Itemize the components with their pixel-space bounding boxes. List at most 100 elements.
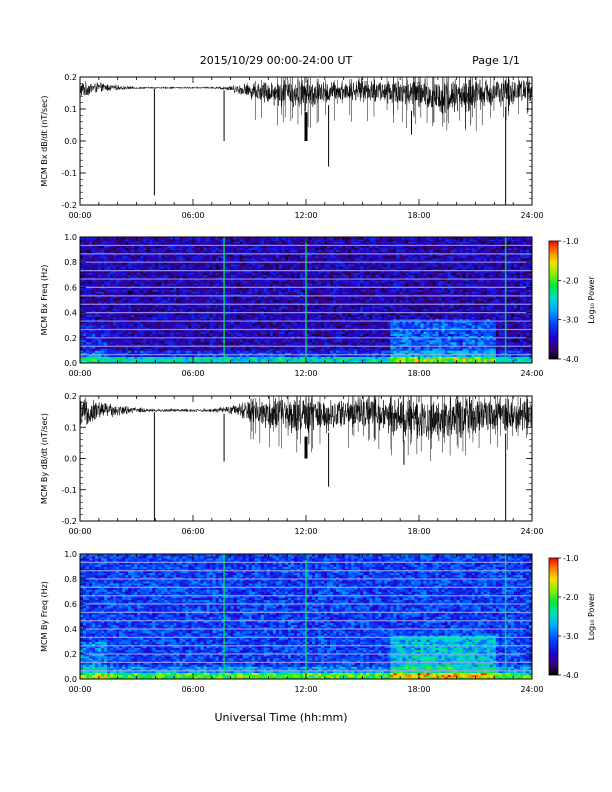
spectrogram-cell (176, 314, 180, 318)
spectrogram-cell (278, 348, 283, 351)
spectrogram-cell (251, 281, 256, 284)
spectrogram-cell (281, 260, 286, 263)
spectrogram-cell (293, 350, 298, 353)
spectrogram-cell (227, 348, 231, 351)
spectrogram-cell (312, 291, 316, 294)
spectrogram-cell (101, 285, 105, 288)
spectrogram-cell (167, 316, 171, 320)
spectrogram-cell (191, 325, 195, 328)
spectrogram-cell (164, 293, 168, 297)
spectrogram-cell (110, 348, 114, 351)
spectrogram-cell (107, 331, 111, 334)
spectrogram-cell (278, 314, 283, 318)
spectrogram-cell (185, 258, 189, 261)
spectrogram-cell (227, 360, 231, 364)
spectrogram-cell (206, 258, 210, 261)
spectrogram-cell (251, 293, 256, 297)
spectrogram-cell (269, 266, 274, 269)
spectrogram-cell (254, 247, 259, 250)
spectrogram-cell (116, 312, 120, 315)
spectrogram-cell (299, 312, 304, 315)
spectrogram-cell (248, 344, 253, 347)
spectrogram-cell (230, 260, 234, 263)
spectrogram-cell (248, 306, 253, 309)
spectrogram-cell (146, 272, 150, 276)
spectrogram-cell (266, 344, 271, 347)
spectrogram-cell (110, 321, 114, 324)
spectrogram-cell (140, 237, 144, 240)
spectrogram-cell (152, 253, 156, 257)
spectrogram-cell (221, 300, 225, 303)
spectrogram-cell (230, 327, 234, 330)
spectrogram-cell (275, 335, 280, 339)
spectrogram-cell (119, 348, 123, 351)
spectrogram-cell (131, 316, 135, 320)
spectrogram-cell (119, 329, 123, 332)
spectrogram-cell (254, 281, 259, 284)
spectrogram-cell (245, 300, 250, 303)
spectrogram-cell (260, 247, 265, 250)
spectrogram-cell (290, 335, 295, 339)
spectrogram-cell (239, 335, 244, 339)
spectrogram-cell (309, 295, 313, 299)
spectrogram-cell (104, 270, 108, 273)
spectrogram-cell (119, 279, 123, 282)
spectrogram-cell (312, 333, 316, 336)
spectrogram-cell (176, 239, 180, 242)
spectrogram-cell (197, 272, 201, 276)
spectrogram-cell (275, 316, 280, 320)
spectrogram-cell (306, 279, 310, 282)
spectrogram-cell (302, 302, 307, 305)
spectrogram-cell (227, 239, 231, 242)
spectrogram-cell (209, 295, 213, 299)
spectrogram-cell (251, 264, 256, 267)
spectrogram-cell (281, 289, 286, 292)
spectrogram-cell (140, 295, 144, 299)
spectrogram-cell (185, 251, 189, 255)
spectrogram-cell (182, 331, 186, 334)
spectrogram-cell (281, 358, 286, 362)
spectrogram-cell (200, 354, 204, 357)
spectrogram-cell (212, 245, 216, 248)
spectrogram-cell (309, 297, 313, 301)
spectrogram-cell (170, 237, 174, 240)
spectrogram-cell (309, 308, 313, 311)
spectrogram-cell (200, 245, 204, 248)
spectrogram-cell (119, 300, 123, 303)
spectrogram-cell (176, 291, 180, 294)
spectrogram-cell (203, 281, 207, 284)
spectrogram-cell (173, 310, 177, 313)
spectrogram-cell (318, 316, 322, 320)
spectrogram-cell (245, 346, 250, 349)
spectrogram-cell (287, 264, 292, 267)
spectrogram-cell (312, 270, 316, 273)
spectrogram-cell (233, 312, 237, 315)
spectrogram-cell (134, 342, 138, 345)
spectrogram-cell (140, 264, 144, 267)
spectrogram-cell (176, 253, 180, 257)
spectrogram-cell (170, 283, 174, 286)
spectrogram-cell (293, 243, 298, 246)
spectrogram-cell (188, 318, 192, 322)
spectrogram-cell (116, 316, 120, 320)
spectrogram-cell (107, 279, 111, 282)
spectrogram-cell (113, 300, 117, 303)
spectrogram-cell (140, 348, 144, 351)
spectrogram-cell (107, 274, 111, 278)
spectrogram-cell (146, 342, 150, 345)
spectrogram-cell (245, 318, 250, 322)
spectrogram-cell (200, 306, 204, 309)
spectrogram-cell (302, 331, 307, 334)
spectrogram-cell (203, 321, 207, 324)
spectrogram-cell (260, 348, 265, 351)
spectrogram-cell (191, 268, 195, 271)
spectrogram-cell (182, 327, 186, 330)
spectrogram-cell (233, 316, 237, 320)
spectrogram-cell (306, 323, 310, 326)
spectrogram-cell (134, 333, 138, 336)
spectrogram-cell (315, 270, 319, 273)
spectrogram-cell (131, 354, 135, 357)
spectrogram-cell (119, 268, 123, 271)
spectrogram-cell (221, 293, 225, 297)
spectrogram-cell (302, 308, 307, 311)
